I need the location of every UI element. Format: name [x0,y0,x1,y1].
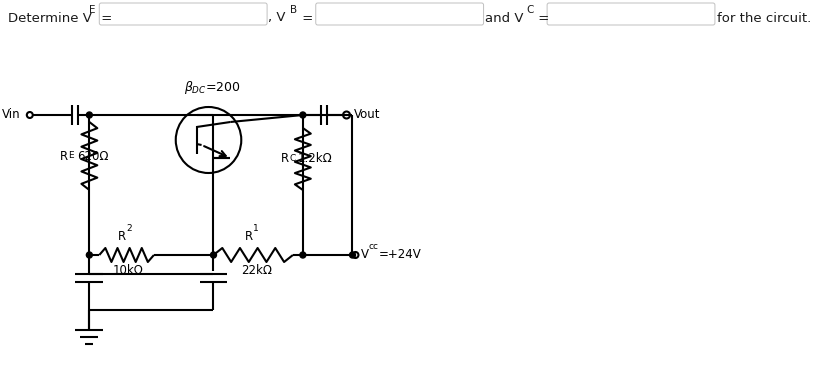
Text: 1: 1 [253,224,259,233]
Text: =: = [534,12,549,24]
Text: and V: and V [485,12,523,24]
Text: $\beta_{DC}$=200: $\beta_{DC}$=200 [184,78,241,96]
Text: 620Ω: 620Ω [78,150,109,162]
Text: C: C [290,154,296,163]
Text: R: R [245,231,253,243]
Circle shape [86,112,92,118]
FancyBboxPatch shape [547,3,715,25]
Text: 10kΩ: 10kΩ [112,265,143,277]
Text: 22kΩ: 22kΩ [242,265,273,277]
Circle shape [300,252,306,258]
FancyBboxPatch shape [99,3,267,25]
Text: 2: 2 [126,224,132,233]
Text: Vin: Vin [2,108,21,122]
Text: Vout: Vout [354,108,380,122]
Text: =: = [298,12,314,24]
Text: Determine V: Determine V [8,12,92,24]
Text: cc: cc [369,242,379,251]
Text: C: C [526,5,533,15]
Text: R: R [59,150,68,162]
Circle shape [86,252,92,258]
Circle shape [349,252,355,258]
Text: E: E [89,5,96,15]
Text: , V: , V [268,12,286,24]
Circle shape [300,112,306,118]
FancyBboxPatch shape [316,3,483,25]
Text: =+24V: =+24V [379,249,421,261]
Text: 1.2kΩ: 1.2kΩ [298,153,333,165]
Text: E: E [69,151,74,160]
Text: for the circuit.: for the circuit. [717,12,811,24]
Text: =: = [97,12,113,24]
Circle shape [211,252,217,258]
Text: R: R [281,153,289,165]
Text: V: V [360,249,369,261]
Text: B: B [290,5,297,15]
Text: R: R [118,231,126,243]
